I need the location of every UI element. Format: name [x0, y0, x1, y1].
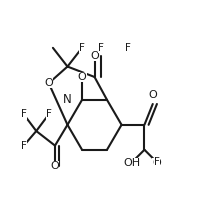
Text: N: N: [63, 93, 72, 106]
Text: O: O: [90, 51, 99, 61]
Text: OH: OH: [123, 158, 141, 168]
Text: O: O: [153, 158, 161, 168]
Text: O: O: [44, 78, 53, 88]
Text: O: O: [148, 90, 157, 100]
Text: F: F: [46, 109, 52, 119]
Text: F: F: [79, 43, 85, 53]
Text: F: F: [21, 141, 27, 151]
Text: F: F: [125, 43, 131, 53]
Text: F: F: [21, 109, 27, 119]
Text: F: F: [154, 157, 160, 167]
Text: O: O: [78, 72, 86, 82]
Text: O: O: [51, 161, 59, 171]
Text: F: F: [98, 43, 104, 53]
